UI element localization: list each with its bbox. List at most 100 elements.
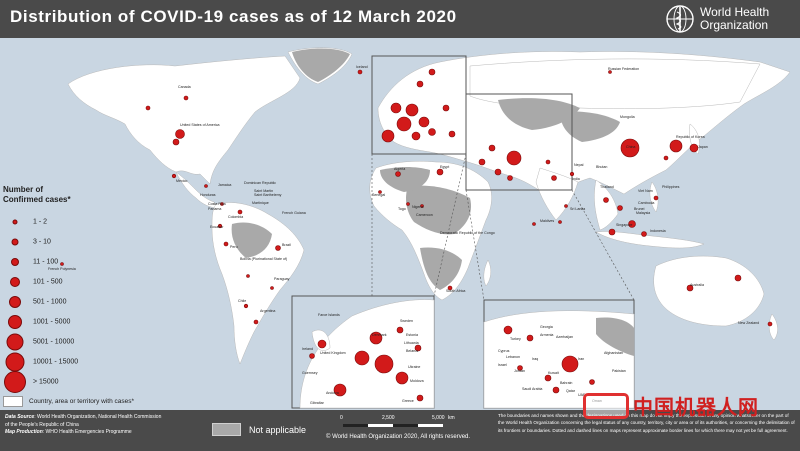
map-production-label: Map Production	[5, 429, 43, 435]
legend-item: 501 - 1000	[3, 292, 173, 312]
label-faroe: Faroe Islands	[318, 313, 340, 317]
label-iraq: Iraq	[532, 357, 538, 361]
case-bubble	[448, 130, 456, 138]
north-america-land	[67, 55, 301, 185]
footer: Data Source: World Health Organization, …	[0, 410, 800, 451]
scale-bar: 0 2,500 5,000 km	[340, 415, 460, 429]
case-bubble	[381, 129, 395, 143]
grey-greenland	[292, 48, 350, 82]
legend-item: 1 - 2	[3, 212, 173, 232]
case-bubble	[532, 222, 536, 226]
label-guernsey: Guernsey	[302, 371, 318, 375]
case-bubble	[406, 202, 410, 206]
label-thailand: Thailand	[600, 185, 614, 189]
case-bubble	[396, 116, 412, 132]
label-brazil: Brazil	[282, 243, 291, 247]
case-bubble	[172, 138, 180, 146]
label-jamaica: Jamaica	[218, 183, 231, 187]
label-lebanon: Lebanon	[506, 355, 520, 359]
label-iran: Iran	[578, 357, 584, 361]
case-bubble	[767, 321, 773, 327]
cases-legend: Number of Confirmed cases* 1 - 2 3 - 10 11…	[3, 185, 173, 393]
legend-item: 101 - 500	[3, 272, 173, 292]
label-martinique: Martinique	[252, 201, 269, 205]
label-indonesia: Indonesia	[650, 229, 666, 233]
country-with-cases-label: Country, area or territory with cases*	[29, 398, 134, 405]
case-bubble	[447, 285, 453, 291]
who-logo: World Health Organization	[665, 3, 792, 35]
world-map: Canada United States of America Mexico D…	[48, 47, 791, 409]
data-source-text: : World Health Organization, National He…	[5, 414, 162, 428]
australia-land	[653, 255, 765, 327]
watermark-text: 中国机器人网	[633, 395, 759, 419]
indonesia-land	[595, 231, 705, 249]
middle-east-zoom-box	[465, 93, 573, 191]
legend-marker	[9, 296, 21, 308]
case-bubble	[374, 354, 394, 374]
source-note: Data Source: World Health Organization, …	[5, 414, 165, 437]
legend-marker	[11, 258, 19, 266]
label-sri-lanka: Sri Lanka	[570, 207, 585, 211]
legend-item: 5001 - 10000	[3, 332, 173, 352]
case-bubble	[270, 286, 274, 290]
case-bubble	[309, 353, 315, 359]
case-bubble	[275, 245, 281, 251]
legend-label: 1001 - 5000	[33, 318, 71, 326]
grey-southern-africa	[420, 247, 462, 290]
who-name: World Health Organization	[700, 6, 792, 32]
case-bubble	[558, 220, 562, 224]
case-bubble	[589, 379, 595, 385]
map-title: Distribution of COVID-19 cases as of 12 …	[10, 7, 457, 26]
label-singapore: Singapore	[616, 223, 632, 227]
not-applicable-label: Not applicable	[249, 424, 307, 435]
case-bubble	[416, 80, 424, 88]
case-bubble	[641, 231, 647, 237]
case-bubble	[734, 274, 742, 282]
label-saudi: Saudi Arabia	[522, 387, 542, 391]
label-lithuania: Lithuania	[404, 341, 419, 345]
label-egypt: Egypt	[440, 165, 449, 169]
india-land	[535, 167, 579, 221]
not-applicable-legend: Not applicable	[212, 423, 306, 436]
label-bahrain: Bahrain	[560, 381, 572, 385]
no-case-areas	[231, 48, 761, 290]
case-bubble	[246, 274, 250, 278]
legend-marker	[12, 219, 18, 225]
case-bubble	[420, 204, 424, 208]
watermark: 中国机器人网	[583, 391, 759, 420]
case-bubble	[428, 68, 436, 76]
grey-amazon	[231, 222, 272, 258]
scale-mid: 2,500	[382, 415, 395, 421]
case-bubble	[395, 371, 409, 385]
scale-unit: km	[448, 415, 455, 421]
case-bubble	[507, 175, 513, 181]
label-georgia: Georgia	[540, 325, 553, 329]
case-bubble	[237, 209, 243, 215]
country-with-cases-swatch	[3, 396, 23, 407]
case-bubbles	[60, 68, 773, 402]
country-labels: Canada United States of America Mexico D…	[48, 65, 759, 405]
data-source-label: Data Source	[5, 414, 35, 420]
inset-connector	[465, 189, 485, 301]
middle-east-inset	[483, 299, 635, 409]
legend-marker	[11, 238, 19, 246]
copyright: © World Health Organization 2020, All ri…	[326, 434, 471, 440]
label-qatar: Qatar	[566, 389, 576, 393]
case-bubble	[204, 184, 208, 188]
label-us: United States of America	[180, 123, 220, 127]
label-sweden: Sweden	[400, 319, 413, 323]
label-pakistan: Pakistan	[612, 369, 626, 373]
new-zealand-land	[769, 313, 778, 341]
label-paraguay: Paraguay	[274, 277, 290, 281]
label-malaysia: Malaysia	[636, 211, 650, 215]
case-bubble	[517, 365, 523, 371]
label-turkey: Turkey	[510, 337, 521, 341]
case-bubble	[253, 319, 259, 325]
label-uk: United Kingdom	[320, 351, 346, 355]
label-iceland: Iceland	[356, 65, 368, 69]
case-bubble	[60, 262, 64, 266]
legend-label: 3 - 10	[33, 238, 51, 246]
legend-item: > 15000	[3, 371, 173, 393]
scale-zero: 0	[340, 415, 343, 421]
